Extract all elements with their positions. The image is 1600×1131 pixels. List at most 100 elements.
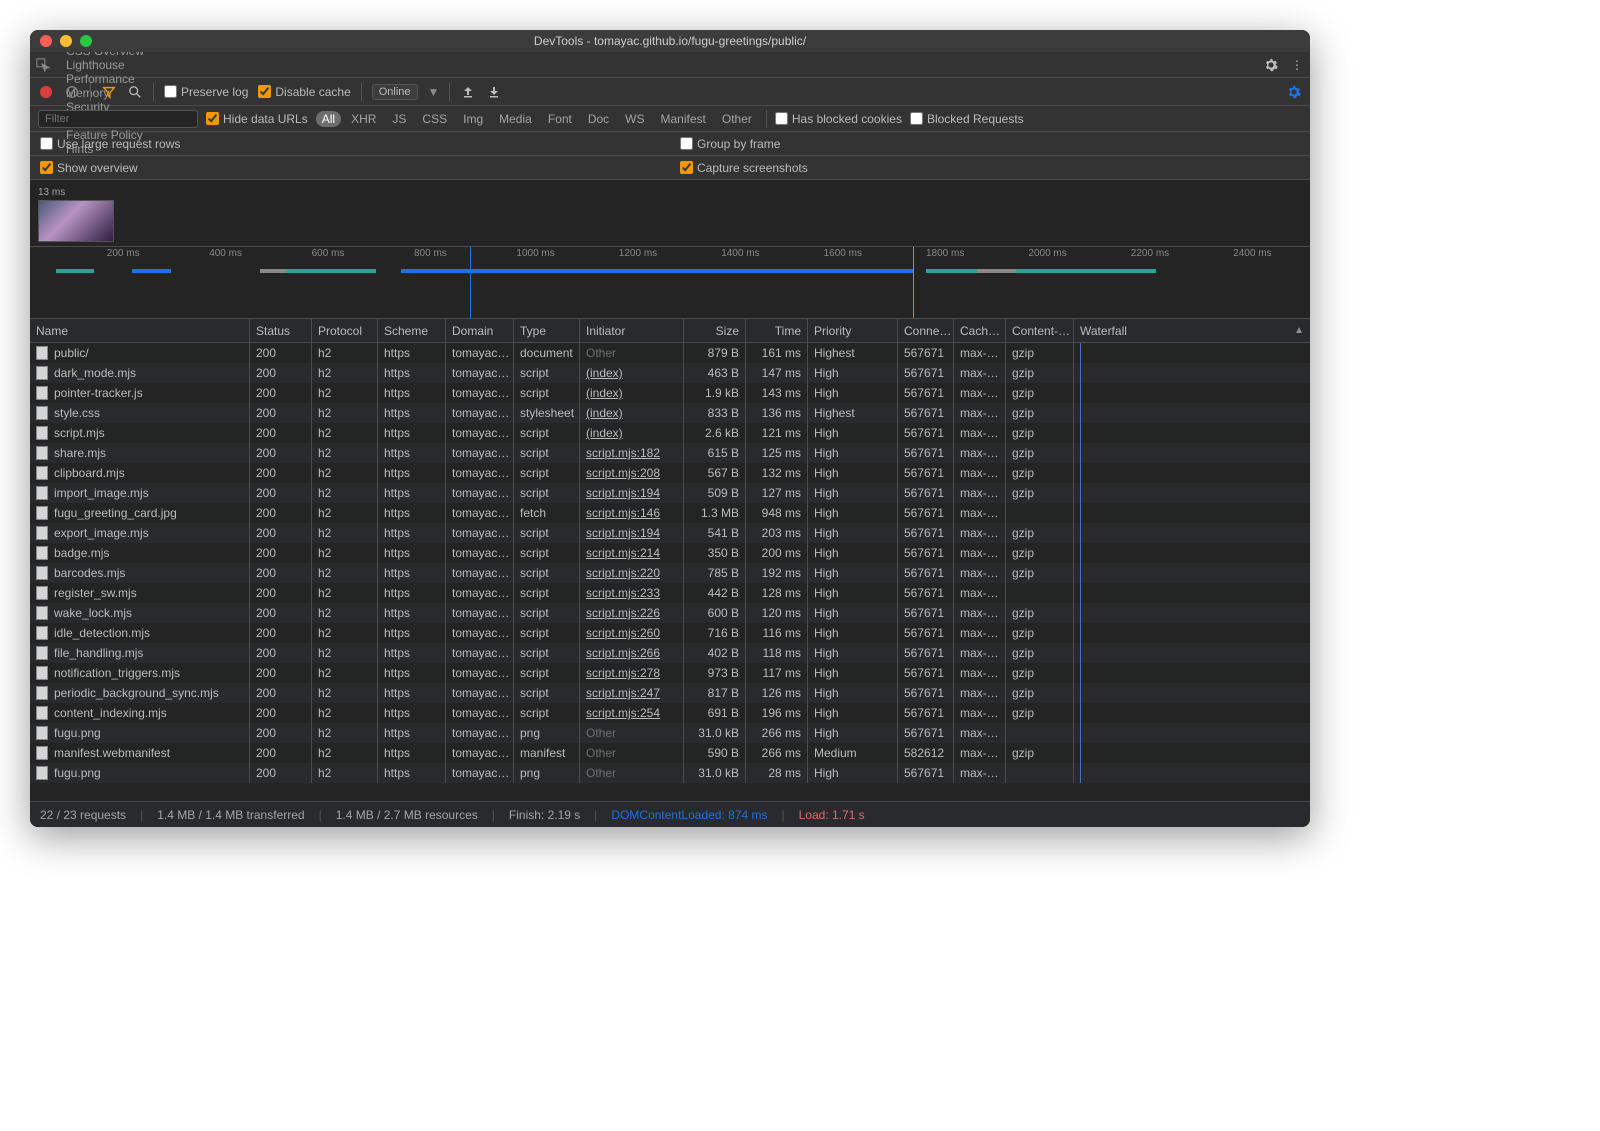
hide-data-urls-checkbox[interactable]: Hide data URLs <box>206 112 308 126</box>
download-har-icon[interactable] <box>486 84 502 100</box>
table-row[interactable]: periodic_background_sync.mjs200h2httpsto… <box>30 683 1310 703</box>
column-header-name[interactable]: Name <box>30 319 250 342</box>
screenshot-thumb[interactable]: 13 ms <box>38 185 114 242</box>
column-header-cach[interactable]: Cach… <box>954 319 1006 342</box>
show-overview-checkbox[interactable]: Show overview <box>40 161 138 175</box>
use-large-rows-checkbox[interactable]: Use large request rows <box>40 137 180 151</box>
column-header-time[interactable]: Time <box>746 319 808 342</box>
initiator-link[interactable]: (index) <box>586 426 623 440</box>
blocked-requests-checkbox[interactable]: Blocked Requests <box>910 112 1024 126</box>
timeline-dcl-marker <box>470 247 471 318</box>
column-header-priority[interactable]: Priority <box>808 319 898 342</box>
table-row[interactable]: fugu_greeting_card.jpg200h2httpstomayac…… <box>30 503 1310 523</box>
initiator-link[interactable]: script.mjs:233 <box>586 586 660 600</box>
initiator-link[interactable]: script.mjs:214 <box>586 546 660 560</box>
initiator-link[interactable]: script.mjs:247 <box>586 686 660 700</box>
table-row[interactable]: clipboard.mjs200h2httpstomayac…scriptscr… <box>30 463 1310 483</box>
disable-cache-checkbox[interactable]: Disable cache <box>258 85 350 99</box>
filter-type-all[interactable]: All <box>316 111 341 127</box>
search-icon[interactable] <box>127 84 143 100</box>
column-header-status[interactable]: Status <box>250 319 312 342</box>
initiator-link[interactable]: script.mjs:146 <box>586 506 660 520</box>
initiator-link[interactable]: script.mjs:254 <box>586 706 660 720</box>
table-row[interactable]: content_indexing.mjs200h2httpstomayac…sc… <box>30 703 1310 723</box>
table-row[interactable]: style.css200h2httpstomayac…stylesheet(in… <box>30 403 1310 423</box>
filter-type-css[interactable]: CSS <box>416 111 453 127</box>
request-name: manifest.webmanifest <box>54 746 170 760</box>
filter-type-font[interactable]: Font <box>542 111 578 127</box>
table-row[interactable]: import_image.mjs200h2httpstomayac…script… <box>30 483 1310 503</box>
table-row[interactable]: public/200h2httpstomayac…documentOther87… <box>30 343 1310 363</box>
column-header-initiator[interactable]: Initiator <box>580 319 684 342</box>
tab-lighthouse[interactable]: Lighthouse <box>56 58 154 72</box>
table-row[interactable]: script.mjs200h2httpstomayac…script(index… <box>30 423 1310 443</box>
initiator-link[interactable]: script.mjs:220 <box>586 566 660 580</box>
initiator-link[interactable]: script.mjs:194 <box>586 526 660 540</box>
filter-type-doc[interactable]: Doc <box>582 111 615 127</box>
table-row[interactable]: register_sw.mjs200h2httpstomayac…scripts… <box>30 583 1310 603</box>
initiator-link[interactable]: script.mjs:266 <box>586 646 660 660</box>
throttling-select[interactable]: Online <box>372 84 418 100</box>
table-row[interactable]: badge.mjs200h2httpstomayac…scriptscript.… <box>30 543 1310 563</box>
preserve-log-checkbox[interactable]: Preserve log <box>164 85 248 99</box>
more-menu-icon[interactable]: ⋮ <box>1288 56 1306 74</box>
column-header-content[interactable]: Content-… <box>1006 319 1074 342</box>
clear-button[interactable] <box>64 84 80 100</box>
settings-icon[interactable] <box>1262 56 1280 74</box>
column-header-scheme[interactable]: Scheme <box>378 319 446 342</box>
table-row[interactable]: share.mjs200h2httpstomayac…scriptscript.… <box>30 443 1310 463</box>
initiator-link[interactable]: script.mjs:194 <box>586 486 660 500</box>
filter-type-media[interactable]: Media <box>493 111 538 127</box>
table-row[interactable]: file_handling.mjs200h2httpstomayac…scrip… <box>30 643 1310 663</box>
initiator-link[interactable]: script.mjs:260 <box>586 626 660 640</box>
capture-screenshots-checkbox[interactable]: Capture screenshots <box>680 161 808 175</box>
initiator-link[interactable]: script.mjs:278 <box>586 666 660 680</box>
table-row[interactable]: wake_lock.mjs200h2httpstomayac…scriptscr… <box>30 603 1310 623</box>
request-name: fugu.png <box>54 726 101 740</box>
initiator-link[interactable]: (index) <box>586 366 623 380</box>
filter-type-other[interactable]: Other <box>716 111 758 127</box>
filter-type-img[interactable]: Img <box>457 111 489 127</box>
column-header-size[interactable]: Size <box>684 319 746 342</box>
initiator-link[interactable]: script.mjs:226 <box>586 606 660 620</box>
table-row[interactable]: dark_mode.mjs200h2httpstomayac…script(in… <box>30 363 1310 383</box>
column-header-waterfall[interactable]: Waterfall▲ <box>1074 319 1310 342</box>
overview-timeline[interactable]: 200 ms400 ms600 ms800 ms1000 ms1200 ms14… <box>30 247 1310 319</box>
preserve-log-label: Preserve log <box>181 85 248 99</box>
inspect-element-icon[interactable] <box>34 56 52 74</box>
initiator-link[interactable]: (index) <box>586 406 623 420</box>
initiator-link[interactable]: script.mjs:208 <box>586 466 660 480</box>
has-blocked-cookies-checkbox[interactable]: Has blocked cookies <box>775 112 902 126</box>
table-row[interactable]: pointer-tracker.js200h2httpstomayac…scri… <box>30 383 1310 403</box>
table-row[interactable]: fugu.png200h2httpstomayac…pngOther31.0 k… <box>30 763 1310 783</box>
column-header-domain[interactable]: Domain <box>446 319 514 342</box>
filter-type-ws[interactable]: WS <box>619 111 650 127</box>
table-row[interactable]: manifest.webmanifest200h2httpstomayac…ma… <box>30 743 1310 763</box>
throttling-dropdown-icon[interactable]: ▼ <box>428 85 440 99</box>
filter-type-manifest[interactable]: Manifest <box>655 111 712 127</box>
group-by-frame-checkbox[interactable]: Group by frame <box>680 137 780 151</box>
column-header-type[interactable]: Type <box>514 319 580 342</box>
record-button[interactable] <box>38 84 54 100</box>
table-row[interactable]: fugu.png200h2httpstomayac…pngOther31.0 k… <box>30 723 1310 743</box>
upload-har-icon[interactable] <box>460 84 476 100</box>
filter-toggle-icon[interactable] <box>101 84 117 100</box>
filterbar: Hide data URLs AllXHRJSCSSImgMediaFontDo… <box>30 106 1310 132</box>
table-row[interactable]: notification_triggers.mjs200h2httpstomay… <box>30 663 1310 683</box>
table-row[interactable]: idle_detection.mjs200h2httpstomayac…scri… <box>30 623 1310 643</box>
request-name: content_indexing.mjs <box>54 706 167 720</box>
waterfall-marker <box>1080 683 1081 703</box>
grid-header[interactable]: NameStatusProtocolSchemeDomainTypeInitia… <box>30 319 1310 343</box>
initiator-link[interactable]: (index) <box>586 386 623 400</box>
filter-type-xhr[interactable]: XHR <box>345 111 382 127</box>
column-header-protocol[interactable]: Protocol <box>312 319 378 342</box>
network-settings-icon[interactable] <box>1286 84 1302 100</box>
column-header-conne[interactable]: Conne… <box>898 319 954 342</box>
table-row[interactable]: export_image.mjs200h2httpstomayac…script… <box>30 523 1310 543</box>
filter-type-js[interactable]: JS <box>386 111 412 127</box>
file-icon <box>36 366 48 380</box>
filter-input[interactable] <box>38 110 198 128</box>
timeline-bar <box>977 269 1015 273</box>
initiator-link[interactable]: script.mjs:182 <box>586 446 660 460</box>
table-row[interactable]: barcodes.mjs200h2httpstomayac…scriptscri… <box>30 563 1310 583</box>
